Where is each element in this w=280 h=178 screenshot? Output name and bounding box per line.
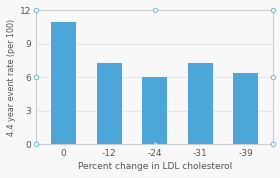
Point (34, 9, 39, 12)
X-axis label: Percent change in LDL cholesterol: Percent change in LDL cholesterol (78, 162, 232, 171)
Bar (97, 63, 122, 144)
Bar (51, 22, 76, 144)
Bar (233, 73, 258, 144)
Y-axis label: 4.4 year event rate (per 100): 4.4 year event rate (per 100) (7, 19, 16, 136)
Bar (188, 63, 213, 144)
Point (34, 143, 39, 145)
Point (271, 9, 275, 12)
Point (153, 9, 157, 12)
Point (34, 76, 39, 79)
Point (271, 143, 275, 145)
Point (271, 76, 275, 79)
Bar (142, 77, 167, 144)
Point (153, 143, 157, 145)
